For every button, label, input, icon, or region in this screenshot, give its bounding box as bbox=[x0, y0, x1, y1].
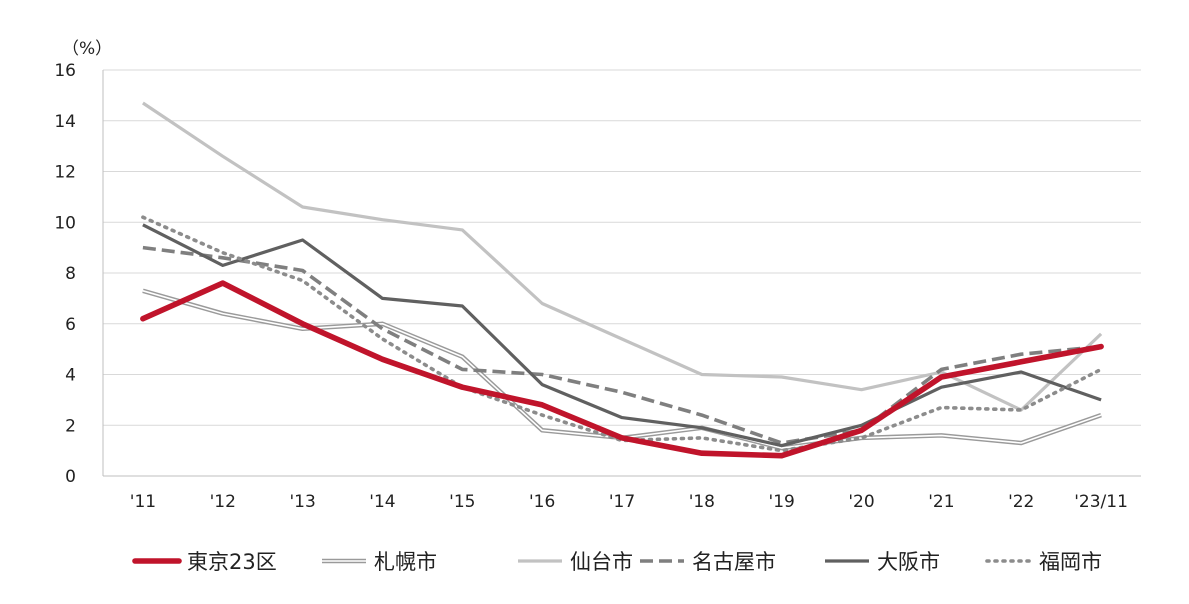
x-tick-label: '11 bbox=[130, 492, 156, 512]
legend-label: 東京23区 bbox=[187, 550, 277, 574]
y-tick-label: 12 bbox=[54, 163, 76, 183]
y-tick-label: 10 bbox=[54, 213, 76, 233]
x-tick-label: '14 bbox=[369, 492, 395, 512]
y-axis-ticks: 0 2 4 6 8 10 12 14 16 bbox=[54, 61, 76, 487]
x-tick-label: '18 bbox=[689, 492, 715, 512]
x-tick-label: '19 bbox=[769, 492, 795, 512]
legend-item: 札幌市 bbox=[322, 550, 437, 574]
x-tick-label: '17 bbox=[609, 492, 635, 512]
legend-item: 福岡市 bbox=[985, 550, 1102, 574]
x-tick-label: '22 bbox=[1008, 492, 1034, 512]
grid-lines bbox=[102, 69, 1141, 477]
series-line bbox=[141, 215, 1103, 453]
series-4 bbox=[141, 215, 1103, 453]
x-tick-label: '21 bbox=[928, 492, 954, 512]
legend-label: 福岡市 bbox=[1039, 550, 1102, 574]
legend-item: 名古屋市 bbox=[640, 550, 776, 574]
series-1 bbox=[142, 101, 1103, 412]
y-tick-label: 0 bbox=[65, 467, 76, 487]
x-axis-ticks: '11 '12 '13 '14 '15 '16 '17 '18 '19 '20 '21 '22 '23/… bbox=[130, 492, 1128, 512]
series-line bbox=[142, 245, 1102, 445]
x-tick-label: '13 bbox=[289, 492, 315, 512]
legend-label: 札幌市 bbox=[374, 550, 437, 574]
series-lines bbox=[140, 101, 1104, 459]
series-line bbox=[140, 280, 1104, 459]
series-5 bbox=[140, 280, 1104, 459]
legend-item: 仙台市 bbox=[518, 550, 633, 574]
y-tick-label: 14 bbox=[54, 112, 76, 132]
series-2 bbox=[142, 245, 1102, 445]
y-tick-label: 6 bbox=[65, 315, 76, 335]
x-tick-label: '23/11 bbox=[1074, 492, 1128, 512]
series-3 bbox=[142, 223, 1102, 448]
y-tick-label: 4 bbox=[65, 366, 76, 386]
x-tick-label: '15 bbox=[449, 492, 475, 512]
x-tick-label: '20 bbox=[848, 492, 874, 512]
y-tick-label: 8 bbox=[65, 264, 76, 284]
x-tick-label: '16 bbox=[529, 492, 555, 512]
legend-item: 大阪市 bbox=[825, 550, 940, 574]
x-tick-label: '12 bbox=[210, 492, 236, 512]
y-tick-label: 2 bbox=[65, 416, 76, 436]
legend-label: 名古屋市 bbox=[692, 550, 776, 574]
series-line bbox=[142, 223, 1102, 448]
legend-label: 大阪市 bbox=[877, 550, 940, 574]
legend-label: 仙台市 bbox=[570, 550, 633, 574]
legend: 東京23区 札幌市 仙台市 名古屋市 大阪市 福岡市 bbox=[132, 550, 1102, 574]
y-tick-label: 16 bbox=[54, 61, 76, 81]
legend-item: 東京23区 bbox=[132, 550, 277, 574]
series-line bbox=[142, 101, 1103, 412]
y-axis-unit-label: （%） bbox=[62, 39, 112, 59]
